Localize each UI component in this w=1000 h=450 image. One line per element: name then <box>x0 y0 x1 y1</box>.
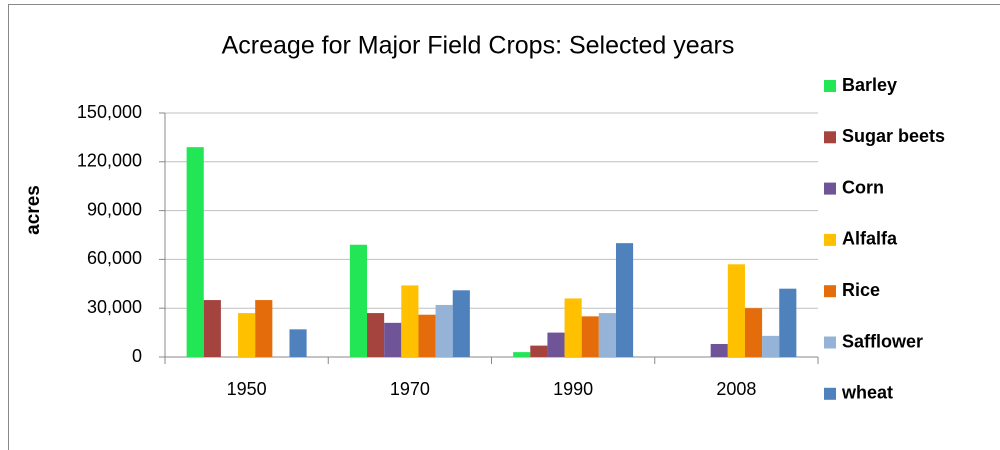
x-tick-label: 1970 <box>390 379 430 399</box>
bar <box>186 147 204 357</box>
legend-swatch <box>824 131 836 144</box>
y-tick-label: 90,000 <box>87 199 142 219</box>
x-tick-label: 2008 <box>716 379 756 399</box>
x-tick-label: 1950 <box>227 379 267 399</box>
bar <box>384 322 402 357</box>
x-tick-label: 1990 <box>553 379 593 399</box>
bar <box>435 304 453 357</box>
bar <box>349 244 368 357</box>
legend-swatch <box>824 285 836 298</box>
bar <box>203 300 221 357</box>
bar <box>255 300 273 357</box>
bar <box>452 290 470 357</box>
bar <box>727 264 745 357</box>
bar <box>530 345 548 357</box>
bar <box>598 313 616 357</box>
legend-label: Sugar beets <box>842 126 945 146</box>
legend-swatch <box>824 233 836 246</box>
y-tick-label: 150,000 <box>77 102 142 122</box>
legend-label: Barley <box>842 75 897 95</box>
bar <box>513 352 531 357</box>
legend-swatch <box>824 80 836 92</box>
bar <box>401 285 419 357</box>
y-tick-label: 120,000 <box>77 151 142 171</box>
y-tick-label: 0 <box>132 346 142 366</box>
chart-title: Acreage for Major Field Crops: Selected … <box>222 32 735 60</box>
bar <box>418 314 436 357</box>
bar <box>564 298 582 357</box>
legend-swatch <box>824 182 836 195</box>
legend-label: Corn <box>842 177 884 197</box>
bar <box>289 329 307 357</box>
legend-swatch <box>824 387 836 400</box>
bar <box>710 343 728 357</box>
legend-swatch <box>824 336 836 349</box>
bar <box>779 288 797 357</box>
legend-label: wheat <box>841 383 893 403</box>
bar <box>547 332 565 357</box>
bar <box>238 313 256 357</box>
y-tick-label: 30,000 <box>87 297 142 317</box>
legend-label: Safflower <box>842 331 923 351</box>
chart-frame <box>8 4 1000 450</box>
bar <box>581 316 599 357</box>
bar <box>744 308 763 357</box>
legend-label: Alfalfa <box>842 229 898 249</box>
y-axis-label: acres <box>23 185 44 235</box>
bar <box>367 313 385 357</box>
y-tick-label: 60,000 <box>87 248 142 268</box>
legend-label: Rice <box>842 280 880 300</box>
bar <box>615 243 634 357</box>
bar <box>762 335 780 357</box>
